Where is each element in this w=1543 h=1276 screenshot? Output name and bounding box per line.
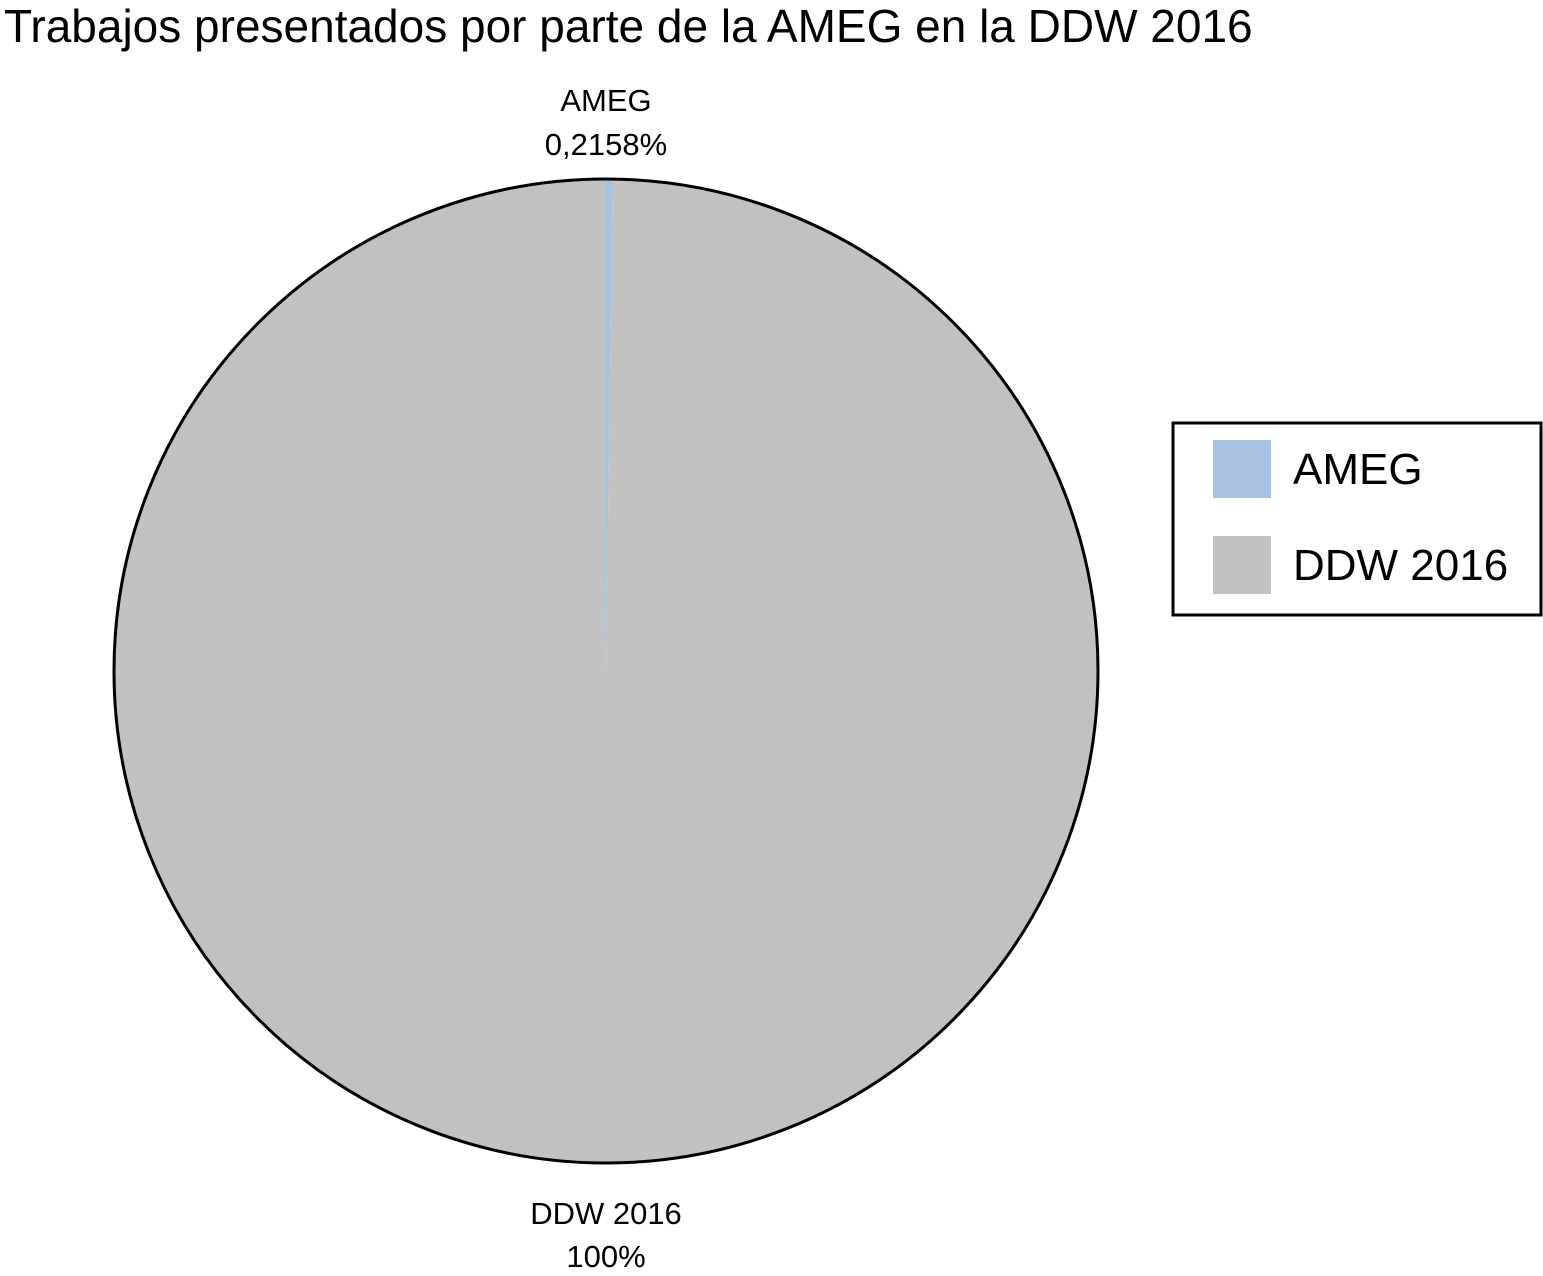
slice-label-ddw-value: 100% bbox=[566, 1239, 645, 1274]
slice-label-ddw-name: DDW 2016 bbox=[530, 1196, 682, 1231]
pie-slice-ameg bbox=[606, 179, 613, 671]
slice-label-ameg-name: AMEG bbox=[560, 83, 651, 118]
slice-label-ameg-value: 0,2158% bbox=[545, 127, 667, 162]
chart-title: Trabajos presentados por parte de la AME… bbox=[4, 0, 1253, 52]
pie-outline bbox=[112, 177, 1100, 1165]
legend-label-ddw: DDW 2016 bbox=[1293, 541, 1508, 590]
legend-swatch-ameg bbox=[1213, 440, 1271, 498]
legend-swatch-ddw bbox=[1213, 536, 1271, 594]
pie-slice-ddw-2016 bbox=[114, 179, 1099, 1163]
pie bbox=[112, 177, 1100, 1165]
legend-label-ameg: AMEG bbox=[1293, 445, 1423, 494]
legend: AMEG DDW 2016 bbox=[1171, 421, 1543, 617]
